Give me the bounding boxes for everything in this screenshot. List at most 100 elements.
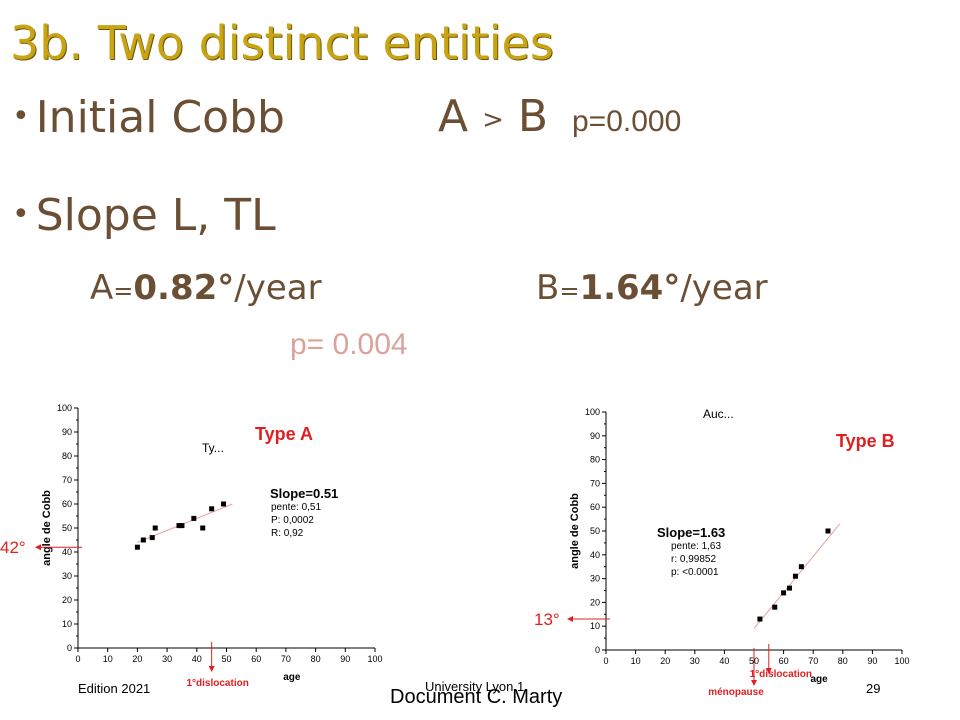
- footer-page-number: 29: [866, 681, 881, 696]
- y-tick-label: 40: [62, 547, 72, 557]
- y-tick-label: 80: [62, 451, 72, 461]
- data-point: [757, 616, 763, 622]
- data-point: [134, 544, 140, 550]
- bullet-label: Slope L, TL: [35, 190, 276, 241]
- x-tick-label: 100: [367, 654, 382, 664]
- chart-type-title: Type B: [836, 431, 895, 451]
- chart-subtitle: Ty...: [202, 441, 224, 455]
- x-axis-label: age: [283, 672, 301, 683]
- y-tick-label: 90: [590, 431, 600, 441]
- y-tick-label: 30: [62, 571, 72, 581]
- data-point: [792, 573, 798, 579]
- y-tick-label: 0: [67, 643, 72, 653]
- y-tick-label: 20: [62, 595, 72, 605]
- cobb-pvalue: p=0.000: [572, 105, 682, 138]
- slope-b: B=1.64°/year: [536, 268, 768, 311]
- slope-a: A=0.82°/year: [90, 268, 322, 311]
- stat-line: pente: 0,51: [271, 502, 321, 513]
- x-tick-label: 90: [340, 654, 350, 664]
- y-tick-label: 70: [590, 478, 600, 488]
- y-axis-label: angle de Cobb: [569, 493, 581, 569]
- data-point: [191, 515, 197, 521]
- stat-line: r: 0,99852: [671, 554, 716, 565]
- x-tick-label: 70: [808, 656, 818, 666]
- y-tick-label: 30: [590, 574, 600, 584]
- stat-line: p: <0.0001: [671, 567, 719, 578]
- start-angle-label: 13°: [534, 610, 560, 629]
- data-point: [176, 523, 182, 529]
- chart-type-b: 0 10 20 30 40 50 60 70 80 90 100010203040506070809…: [534, 407, 910, 698]
- slope-b-value: 1.64°: [579, 268, 681, 308]
- x-tick-label: 50: [221, 654, 231, 664]
- x-tick-label: 10: [631, 656, 641, 666]
- start-angle-label: 42°: [0, 538, 26, 557]
- slope-a-value: 0.82°: [133, 268, 235, 308]
- x-tick-label: 40: [192, 654, 202, 664]
- slope-a-eq: =: [113, 277, 134, 305]
- x-tick-label: 0: [603, 656, 608, 666]
- y-tick-label: 60: [590, 502, 600, 512]
- slope-stat-title: Slope=1.63: [657, 525, 725, 540]
- slide-title: 3b. Two distinct entities: [10, 16, 554, 70]
- x-tick-label: 10: [103, 654, 113, 664]
- event-label: 1°dislocation: [186, 678, 248, 689]
- data-point: [787, 585, 793, 591]
- slope-a-prefix: A: [90, 268, 114, 308]
- y-tick-label: 20: [590, 597, 600, 607]
- x-axis-label: age: [811, 674, 829, 685]
- y-tick-label: 10: [590, 621, 600, 631]
- stat-line: pente: 1,63: [671, 541, 721, 552]
- event-arrow-head: [765, 668, 772, 674]
- bullet-dot: •: [12, 197, 30, 232]
- bullet-initial-cobb: • Initial Cobb: [12, 92, 285, 143]
- x-tick-label: 60: [251, 654, 261, 664]
- y-axis-label: angle de Cobb: [41, 490, 53, 566]
- y-tick-label: 60: [62, 499, 72, 509]
- stat-line: P: 0,0002: [271, 515, 314, 526]
- cobb-comparison: A > B: [438, 92, 548, 145]
- data-point: [149, 535, 155, 541]
- y-tick-label: 70: [62, 475, 72, 485]
- slope-b-prefix: B: [536, 268, 560, 308]
- y-tick-label: 10: [62, 619, 72, 629]
- x-tick-label: 0: [75, 654, 80, 664]
- footer-university: University Lyon 1: [425, 679, 525, 694]
- data-point: [179, 523, 185, 529]
- y-tick-label: 0: [595, 645, 600, 655]
- x-tick-label: 20: [660, 656, 670, 666]
- x-tick-label: 80: [838, 656, 848, 666]
- x-tick-label: 30: [162, 654, 172, 664]
- y-tick-label: 40: [590, 550, 600, 560]
- x-tick-label: 70: [281, 654, 291, 664]
- data-point: [152, 525, 158, 531]
- x-tick-label: 20: [132, 654, 142, 664]
- bullet-slope: • Slope L, TL: [12, 190, 276, 241]
- y-tick-label: 50: [590, 526, 600, 536]
- data-point: [781, 590, 787, 596]
- chart-type-title: Type A: [255, 424, 313, 444]
- x-tick-label: 30: [690, 656, 700, 666]
- x-tick-label: 90: [867, 656, 877, 666]
- comparison-b: B: [517, 91, 549, 142]
- start-arrow-head: [567, 616, 573, 623]
- bullet-label: Initial Cobb: [35, 92, 285, 143]
- data-point: [798, 564, 804, 570]
- slope-pvalue: p= 0.004: [290, 328, 408, 361]
- chart-subtitle: Auc...: [703, 407, 734, 421]
- chart-type-a: 0 10 20 30 40 50 60 70 80 90 100 0 10 20 30 40 50 60 70 80 9…: [0, 403, 383, 689]
- y-tick-label: 100: [57, 403, 72, 413]
- y-tick-label: 90: [62, 427, 72, 437]
- data-point: [140, 537, 146, 543]
- slope-b-eq: =: [559, 277, 580, 305]
- stat-line: R: 0,92: [271, 528, 304, 539]
- footer-edition: Edition 2021: [78, 681, 151, 696]
- event-arrow-head: [208, 666, 215, 672]
- x-tick-label: 100: [894, 656, 909, 666]
- x-tick-label: 80: [311, 654, 321, 664]
- slope-b-unit: /year: [680, 268, 768, 308]
- data-point: [200, 525, 206, 531]
- x-tick-label: 40: [719, 656, 729, 666]
- event-label: 1°dislocation: [750, 669, 812, 680]
- y-tick-label: 50: [62, 523, 72, 533]
- menopause-label: ménopause: [708, 687, 764, 698]
